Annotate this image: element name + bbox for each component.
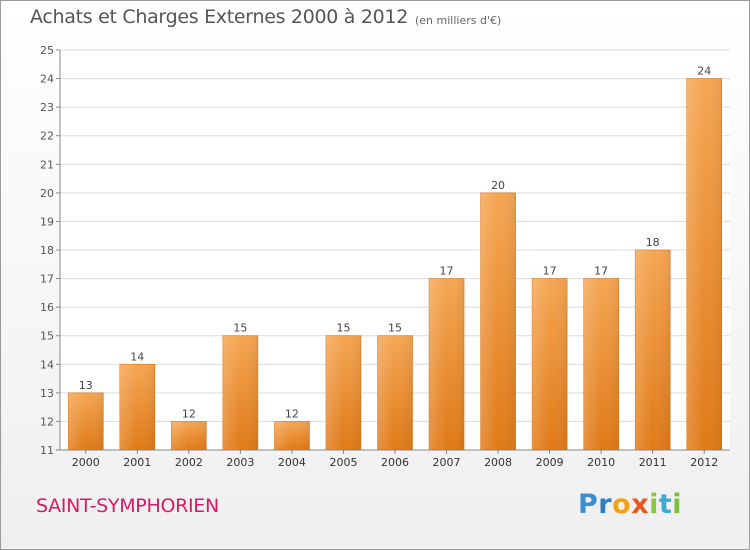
bar-value-label: 18	[646, 236, 660, 249]
logo-letter: r	[598, 489, 613, 520]
bar-shine	[222, 335, 258, 450]
y-tick-label: 12	[40, 415, 54, 428]
y-tick-label: 18	[40, 244, 54, 257]
y-tick-label: 15	[40, 330, 54, 343]
bar-value-label: 13	[79, 379, 93, 392]
logo-letter: t	[658, 489, 673, 520]
bar-shine	[377, 335, 413, 450]
y-tick-label: 17	[40, 273, 54, 286]
y-tick-label: 22	[40, 130, 54, 143]
bar-value-label: 12	[182, 407, 196, 420]
x-tick-label: 2008	[484, 456, 512, 469]
y-tick-label: 16	[40, 301, 54, 314]
bar-value-label: 12	[285, 407, 299, 420]
x-tick-label: 2004	[278, 456, 306, 469]
proxiti-logo: Proxiti	[578, 489, 682, 520]
commune-name: SAINT-SYMPHORIEN	[36, 495, 219, 517]
y-tick-label: 23	[40, 101, 54, 114]
bar-shine	[325, 335, 361, 450]
bar-value-label: 24	[697, 65, 711, 78]
chart-title: Achats et Charges Externes 2000 à 2012	[30, 6, 409, 28]
y-tick-label: 25	[40, 44, 54, 57]
x-tick-label: 2009	[536, 456, 564, 469]
y-tick-label: 13	[40, 387, 54, 400]
y-tick-label: 19	[40, 215, 54, 228]
x-tick-label: 2007	[433, 456, 461, 469]
x-tick-label: 2002	[175, 456, 203, 469]
bar-value-label: 15	[233, 322, 247, 335]
bar-shine	[480, 192, 516, 450]
x-tick-label: 2001	[123, 456, 151, 469]
x-tick-label: 2011	[639, 456, 667, 469]
bar-value-label: 20	[491, 179, 505, 192]
logo-letter: i	[649, 489, 659, 520]
x-tick-label: 2012	[690, 456, 718, 469]
bar-value-label: 15	[336, 322, 350, 335]
bar-value-label: 17	[440, 265, 454, 278]
y-tick-label: 20	[40, 187, 54, 200]
bar-shine	[274, 421, 310, 450]
x-tick-label: 2000	[72, 456, 100, 469]
bar-shine	[171, 421, 207, 450]
bar-shine	[635, 250, 671, 450]
bar-shine	[119, 364, 155, 450]
bar-value-label: 17	[543, 265, 557, 278]
y-tick-label: 24	[40, 73, 54, 86]
bar-shine	[68, 392, 104, 450]
bar-shine	[686, 78, 722, 451]
chart-subtitle: (en milliers d'€)	[415, 14, 502, 27]
bar-value-label: 14	[130, 350, 144, 363]
y-tick-label: 14	[40, 358, 54, 371]
logo-letter: P	[578, 489, 599, 520]
bar-shine	[429, 278, 465, 450]
x-tick-label: 2006	[381, 456, 409, 469]
y-tick-label: 11	[40, 444, 54, 457]
bar-value-label: 17	[594, 265, 608, 278]
x-tick-label: 2005	[329, 456, 357, 469]
x-tick-label: 2003	[226, 456, 254, 469]
bar-value-label: 15	[388, 322, 402, 335]
bar-shine	[532, 278, 568, 450]
bar-shine	[583, 278, 619, 450]
logo-letter: o	[612, 489, 632, 520]
x-tick-label: 2010	[587, 456, 615, 469]
y-tick-label: 21	[40, 158, 54, 171]
logo-letter: x	[631, 489, 650, 520]
logo-letter: i	[672, 489, 683, 520]
